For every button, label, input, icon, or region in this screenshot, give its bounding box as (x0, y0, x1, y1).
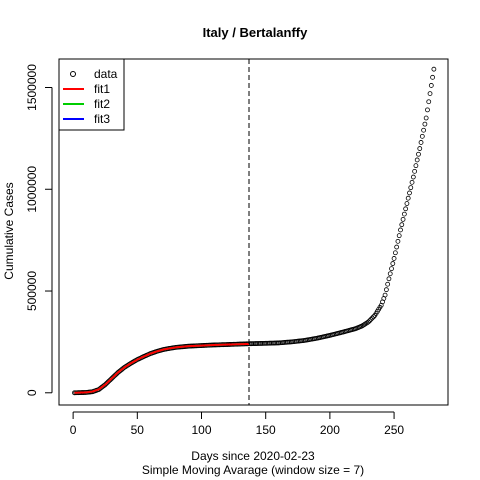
data-point (407, 190, 412, 196)
x-tick-label: 100 (191, 423, 211, 437)
data-point (111, 373, 117, 379)
data-point (404, 201, 410, 206)
data-point (107, 377, 113, 383)
legend-marker-data (70, 71, 76, 77)
data-point (392, 250, 398, 256)
legend-label-fit3: fit3 (94, 112, 110, 126)
axis-layer: 0 50 100 150 200 250 0 500000 1000000 1500000 (25, 64, 404, 437)
data-point (396, 233, 402, 239)
data-point (371, 314, 376, 320)
data-point (105, 379, 111, 385)
data-point (394, 244, 400, 250)
data-point (400, 216, 406, 222)
data-point (383, 287, 389, 293)
legend-label-fit1: fit1 (94, 82, 110, 96)
data-point (389, 266, 394, 272)
data-point (386, 276, 392, 282)
data-point (106, 378, 112, 384)
data-point (398, 227, 403, 233)
legend-label-fit2: fit2 (94, 97, 110, 111)
chart-subtitle: Simple Moving Avarage (window size = 7) (142, 463, 364, 477)
x-tick-label: 200 (320, 423, 340, 437)
data-point (102, 382, 108, 388)
plot-frame (58, 58, 449, 406)
x-tick-label: 250 (384, 423, 404, 437)
data-point (427, 91, 433, 96)
data-point (422, 121, 428, 127)
x-tick-label: 50 (131, 423, 145, 437)
x-tick-label: 150 (256, 423, 276, 437)
data-point (385, 281, 391, 287)
data-point (408, 185, 414, 191)
data-point (391, 256, 397, 261)
data-point (417, 146, 423, 151)
data-point (110, 374, 116, 380)
data-point (401, 211, 407, 217)
data-point (418, 140, 424, 145)
data-point (431, 66, 437, 72)
x-axis-label: Days since 2020-02-23 (191, 449, 315, 463)
data-point (403, 206, 409, 212)
series-line-fit1 (74, 342, 250, 394)
data-point (423, 115, 429, 121)
data-point (104, 381, 109, 386)
data-point (428, 83, 434, 88)
data-point (409, 179, 415, 185)
data-point (368, 316, 374, 322)
data-point (387, 271, 393, 277)
y-tick-label: 1000000 (25, 166, 39, 213)
data-point (410, 174, 416, 180)
data-point (367, 318, 373, 324)
data-point (109, 376, 115, 381)
y-tick-label: 1500000 (25, 64, 39, 111)
data-point (369, 315, 375, 321)
data-point (426, 99, 432, 105)
data-point (405, 195, 411, 201)
data-point (382, 292, 388, 298)
data-point (425, 107, 430, 113)
y-tick-label: 500000 (25, 271, 39, 311)
data-point (413, 163, 419, 169)
data-point (414, 157, 420, 163)
data-point (412, 168, 418, 174)
data-point (390, 261, 396, 266)
data-point (421, 127, 427, 133)
y-axis-label: Cumulative Cases (2, 182, 16, 279)
plot-layer (72, 59, 437, 405)
data-point (113, 372, 118, 378)
legend-label-data: data (94, 67, 118, 81)
data-point (416, 151, 421, 157)
y-tick-label: 0 (25, 389, 39, 396)
data-point (399, 222, 405, 228)
x-tick-label: 0 (70, 423, 77, 437)
data-point (395, 238, 401, 244)
chart-title: Italy / Bertalanffy (203, 25, 309, 40)
data-point (365, 319, 371, 325)
data-point (430, 74, 435, 80)
data-point (419, 133, 425, 139)
